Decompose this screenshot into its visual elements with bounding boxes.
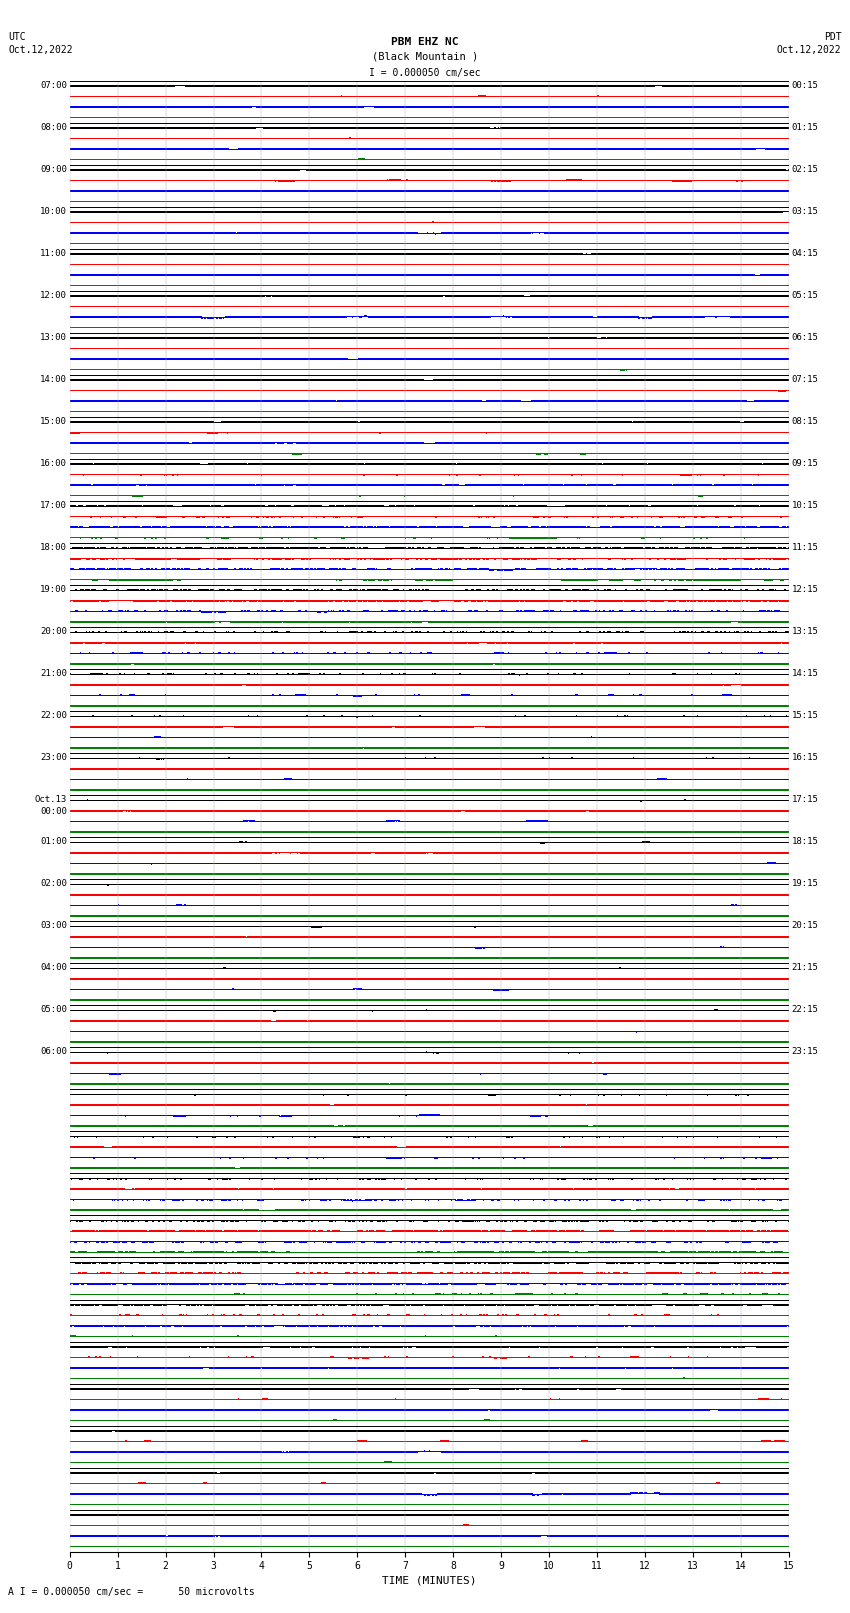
Text: 00:00: 00:00 [40,806,67,816]
Text: 04:00: 04:00 [40,963,67,973]
Text: 22:15: 22:15 [791,1005,819,1015]
X-axis label: TIME (MINUTES): TIME (MINUTES) [382,1576,477,1586]
Text: 09:15: 09:15 [791,460,819,468]
Text: 01:00: 01:00 [40,837,67,847]
Text: 01:15: 01:15 [791,123,819,132]
Text: UTC: UTC [8,32,26,42]
Text: 15:15: 15:15 [791,711,819,719]
Text: 03:15: 03:15 [791,206,819,216]
Text: 21:15: 21:15 [791,963,819,973]
Text: 14:00: 14:00 [40,374,67,384]
Text: 12:00: 12:00 [40,290,67,300]
Text: 10:15: 10:15 [791,502,819,510]
Text: 23:15: 23:15 [791,1047,819,1057]
Text: A I = 0.000050 cm/sec =      50 microvolts: A I = 0.000050 cm/sec = 50 microvolts [8,1587,255,1597]
Text: 13:00: 13:00 [40,332,67,342]
Text: 18:00: 18:00 [40,544,67,552]
Text: 20:15: 20:15 [791,921,819,931]
Text: 13:15: 13:15 [791,627,819,636]
Text: 19:00: 19:00 [40,586,67,594]
Text: 02:15: 02:15 [791,165,819,174]
Text: 05:00: 05:00 [40,1005,67,1015]
Text: 02:00: 02:00 [40,879,67,889]
Text: 20:00: 20:00 [40,627,67,636]
Text: Oct.13: Oct.13 [35,795,67,805]
Text: I = 0.000050 cm/sec: I = 0.000050 cm/sec [369,68,481,77]
Text: 06:00: 06:00 [40,1047,67,1057]
Text: 07:00: 07:00 [40,81,67,90]
Text: 14:15: 14:15 [791,669,819,677]
Text: 04:15: 04:15 [791,248,819,258]
Text: 17:00: 17:00 [40,502,67,510]
Text: 11:00: 11:00 [40,248,67,258]
Text: PDT: PDT [824,32,842,42]
Text: 19:15: 19:15 [791,879,819,889]
Text: PBM EHZ NC: PBM EHZ NC [391,37,459,47]
Text: 08:00: 08:00 [40,123,67,132]
Text: 16:00: 16:00 [40,460,67,468]
Text: 23:00: 23:00 [40,753,67,761]
Text: 21:00: 21:00 [40,669,67,677]
Text: 18:15: 18:15 [791,837,819,847]
Text: 00:15: 00:15 [791,81,819,90]
Text: 10:00: 10:00 [40,206,67,216]
Text: 03:00: 03:00 [40,921,67,931]
Text: 12:15: 12:15 [791,586,819,594]
Text: 08:15: 08:15 [791,416,819,426]
Text: Oct.12,2022: Oct.12,2022 [8,45,73,55]
Text: (Black Mountain ): (Black Mountain ) [371,52,478,61]
Text: 17:15: 17:15 [791,795,819,805]
Text: Oct.12,2022: Oct.12,2022 [777,45,842,55]
Text: 06:15: 06:15 [791,332,819,342]
Text: 16:15: 16:15 [791,753,819,761]
Text: 05:15: 05:15 [791,290,819,300]
Text: 07:15: 07:15 [791,374,819,384]
Text: 11:15: 11:15 [791,544,819,552]
Text: 09:00: 09:00 [40,165,67,174]
Text: 15:00: 15:00 [40,416,67,426]
Text: 22:00: 22:00 [40,711,67,719]
